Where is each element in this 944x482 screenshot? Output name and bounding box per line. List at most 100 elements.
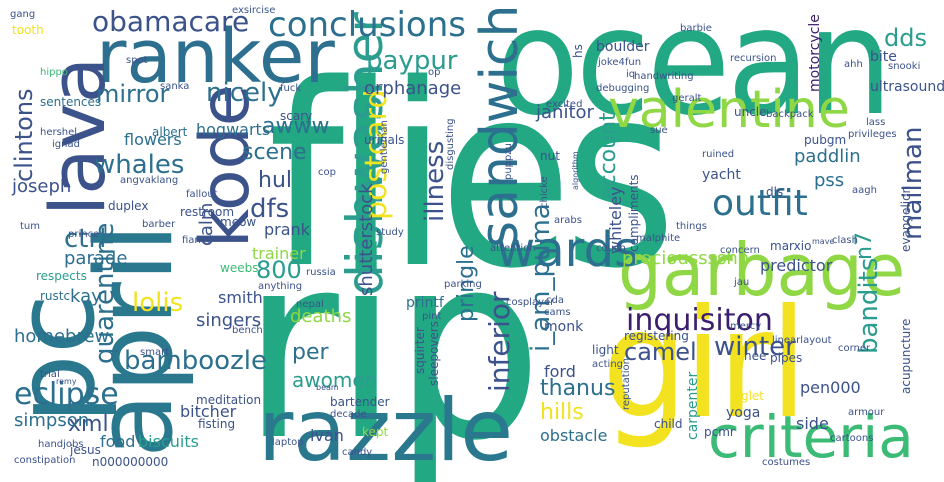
word-spot: spot [126,55,148,66]
word-scene: scene [242,140,307,165]
word-algorithm: algorithm [571,151,580,190]
word-mercy: mercy [730,321,762,332]
word-ignad: ignad [52,139,80,150]
word-orphanage: orphanage [364,78,462,99]
word-tum: tum [20,221,40,232]
word-smart: smart [140,347,170,358]
word-pint: pint [422,311,442,322]
word-obamacare: obamacare [92,5,250,38]
word-armour: armour [848,407,885,418]
word-respects: respects [36,269,87,283]
word-simpson: simpson [14,410,90,431]
word-yacht: yacht [702,167,741,183]
word-flies: flies [268,31,677,324]
word-motorcycle: motorcycle [807,14,823,92]
word-laptop: laptop [272,437,304,448]
word-aagh: aagh [852,185,877,196]
word-garbage: garbage [618,228,906,312]
word-sentences: sentences [40,95,102,109]
word-excited: excited [546,99,583,110]
word-awomen: awomen [292,368,378,392]
word-parade: parade [64,248,128,269]
word-biscuits: biscuits [138,432,199,451]
word-kay: kay [70,286,102,307]
word-ford: ford [544,362,576,381]
word-800: 800 [256,256,302,284]
word-barber: barber [142,219,176,230]
word-monk: monk [544,319,584,335]
word-homebrew: homebrew [14,326,110,347]
word-pss: pss [814,170,845,191]
word-trial: trial [40,369,60,380]
word-light: light [592,343,619,357]
word-bench: bench [232,325,263,336]
word-urinals: urinals [364,133,405,147]
word-scary: scary [280,109,313,123]
word-wards: wards [496,222,640,278]
word-disgusting: disgusting [445,118,456,170]
word-meditation: meditation [196,393,262,407]
word-ranker: ranker [96,14,335,100]
word-piglet: piglet [730,389,764,403]
word-per: per [292,340,329,365]
word-meow: meow [220,215,257,229]
word-ahh: ahh [844,59,863,70]
word-arabs: arabs [554,215,582,226]
word-marxio: marxio [770,239,812,253]
word-nepal: nepal [296,299,324,310]
word-recursion: recursion [730,53,777,64]
word-exsircise: exsircise [232,5,276,16]
word-acupuncture: acupuncture [899,318,913,394]
word-puppzu: puppzu [503,143,514,180]
word-pipes: pipes [770,351,803,365]
word-barbie: barbie [680,23,712,34]
word-restroom: restroom [180,205,235,219]
word-malphite: malphite [636,233,681,244]
word-food: food [100,432,136,451]
word-hippo: hippo [40,67,68,78]
word-sue: sue [650,125,668,136]
word-fallout: fallout [186,189,218,200]
word-bite: bite [870,49,897,65]
word-beam: beam [316,383,339,392]
word-hogwarts: hogwarts [196,120,271,139]
word-eclipse: eclipse [14,377,119,412]
word-cams: cams [544,307,571,318]
word-paypur: paypur [366,46,458,76]
word-angvaklang: angvaklang [120,175,179,186]
word-ctrl: ctrl [64,224,107,254]
word-rustc: rustc [40,289,71,303]
word-snooki: snooki [888,61,921,72]
word-nicely: nicely [206,78,283,108]
word-boulder: boulder [596,39,650,55]
word-hs: hs [571,44,585,58]
word-paddlin: paddlin [794,146,861,167]
word-rip: rip [242,199,543,482]
word-printf: printf [406,295,444,311]
word-trainer: trainer [252,244,306,263]
word-side: side [796,414,829,433]
word-gentleman: gentleman [379,120,390,174]
word-smith: smith [218,288,263,307]
word-costumes: costumes [762,457,811,468]
word-attention: attention [490,243,536,254]
word-tooth: tooth [12,23,44,37]
word-janitor: janitor [536,102,594,123]
word-jesus: jesus [70,443,101,457]
word-backpack: backpack [766,109,814,120]
word-joke4fun: joke4fun [598,57,642,68]
word-geralt: geralt [672,93,702,104]
word-pcmr: pcmr [704,425,735,439]
word-fisting: fisting [198,417,236,431]
word-remy: remy [56,377,77,386]
word-squirter: squirter [413,327,427,374]
word-study: study [376,227,404,238]
word-cda: cda [546,295,564,306]
word-conclusions: conclusions [268,5,466,45]
word-sanka: sanka [160,81,190,92]
word-prank: prank [264,220,310,239]
word-prince: prince [68,229,100,240]
word-sandwich: sandwich [470,4,530,248]
word-things: things [676,221,707,232]
word-albert: albert [152,125,188,139]
